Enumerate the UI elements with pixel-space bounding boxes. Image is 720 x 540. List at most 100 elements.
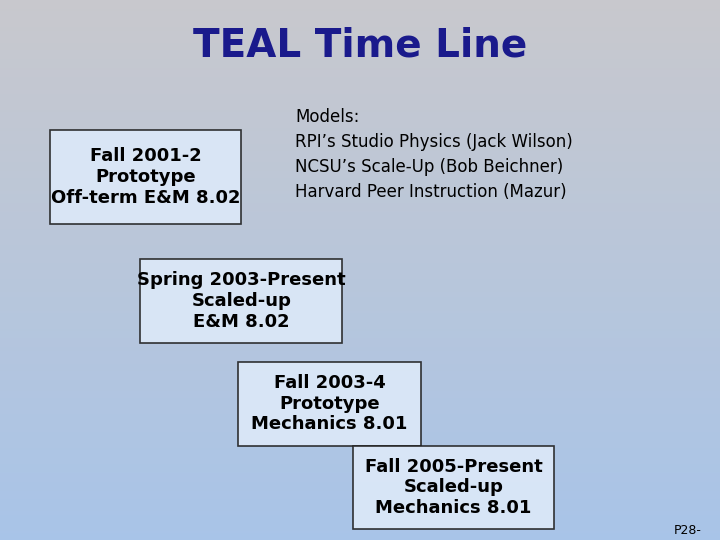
Bar xyxy=(0,185,720,187)
Bar xyxy=(0,393,720,394)
Bar xyxy=(0,268,720,270)
Bar xyxy=(0,522,720,524)
Bar xyxy=(0,238,720,239)
Bar xyxy=(0,497,720,498)
Text: Fall 2003-4
Prototype
Mechanics 8.01: Fall 2003-4 Prototype Mechanics 8.01 xyxy=(251,374,408,434)
Bar xyxy=(0,43,720,45)
Bar xyxy=(0,400,720,401)
Bar xyxy=(0,113,720,115)
Bar xyxy=(0,140,720,142)
Bar xyxy=(0,358,720,360)
Bar xyxy=(0,509,720,511)
Bar xyxy=(0,96,720,97)
Bar xyxy=(0,301,720,302)
Bar xyxy=(0,209,720,211)
Bar xyxy=(0,517,720,518)
Bar xyxy=(0,182,720,184)
Bar xyxy=(0,274,720,275)
Bar xyxy=(0,326,720,328)
Bar xyxy=(0,471,720,474)
Bar xyxy=(0,536,720,538)
Bar xyxy=(0,333,720,335)
Bar xyxy=(0,520,720,522)
Text: P28-: P28- xyxy=(674,524,702,537)
Bar xyxy=(0,47,720,49)
Bar xyxy=(0,135,720,137)
Bar xyxy=(0,420,720,421)
Bar xyxy=(0,18,720,20)
Bar xyxy=(0,221,720,223)
Bar xyxy=(0,470,720,471)
Bar xyxy=(0,173,720,174)
Bar xyxy=(0,295,720,297)
Bar xyxy=(0,12,720,15)
Bar xyxy=(0,171,720,173)
Bar xyxy=(0,23,720,25)
Bar xyxy=(0,7,720,9)
Bar xyxy=(0,9,720,11)
Bar xyxy=(0,538,720,540)
Bar xyxy=(0,243,720,245)
Bar xyxy=(0,313,720,315)
Bar xyxy=(0,513,720,515)
Bar xyxy=(0,275,720,277)
Bar xyxy=(0,382,720,383)
Bar xyxy=(0,528,720,529)
Bar xyxy=(0,178,720,180)
Bar xyxy=(0,459,720,461)
Bar xyxy=(0,259,720,261)
Bar xyxy=(0,227,720,228)
Bar xyxy=(0,77,720,79)
Bar xyxy=(0,31,720,32)
Bar xyxy=(0,347,720,349)
Bar xyxy=(0,254,720,255)
Bar xyxy=(0,272,720,274)
Bar xyxy=(0,187,720,189)
Bar xyxy=(0,180,720,182)
Bar xyxy=(0,324,720,326)
Bar xyxy=(0,90,720,92)
Bar xyxy=(0,255,720,258)
Bar xyxy=(0,236,720,238)
FancyBboxPatch shape xyxy=(140,259,342,343)
Bar xyxy=(0,36,720,38)
Bar xyxy=(0,317,720,319)
Bar xyxy=(0,120,720,123)
Bar xyxy=(0,448,720,450)
Bar xyxy=(0,247,720,248)
Bar xyxy=(0,193,720,194)
Bar xyxy=(0,329,720,331)
Bar xyxy=(0,139,720,140)
Bar xyxy=(0,511,720,513)
Bar xyxy=(0,490,720,491)
Bar xyxy=(0,463,720,464)
Bar xyxy=(0,58,720,59)
Bar xyxy=(0,39,720,42)
Bar xyxy=(0,454,720,455)
Bar xyxy=(0,457,720,459)
Bar xyxy=(0,63,720,65)
Bar xyxy=(0,495,720,497)
Bar xyxy=(0,286,720,288)
Bar xyxy=(0,79,720,81)
Bar xyxy=(0,200,720,201)
Bar xyxy=(0,93,720,96)
Bar xyxy=(0,74,720,76)
Bar xyxy=(0,518,720,520)
Text: Fall 2001-2
Prototype
Off-term E&M 8.02: Fall 2001-2 Prototype Off-term E&M 8.02 xyxy=(51,147,240,207)
Bar xyxy=(0,166,720,167)
Bar xyxy=(0,398,720,400)
Bar xyxy=(0,66,720,69)
Bar xyxy=(0,441,720,443)
Bar xyxy=(0,474,720,475)
Bar xyxy=(0,525,720,528)
Bar xyxy=(0,443,720,444)
Bar xyxy=(0,123,720,124)
Bar xyxy=(0,223,720,225)
Bar xyxy=(0,131,720,133)
Bar xyxy=(0,401,720,403)
Bar xyxy=(0,32,720,34)
Bar xyxy=(0,389,720,390)
Bar xyxy=(0,349,720,351)
Text: TEAL Time Line: TEAL Time Line xyxy=(193,27,527,65)
